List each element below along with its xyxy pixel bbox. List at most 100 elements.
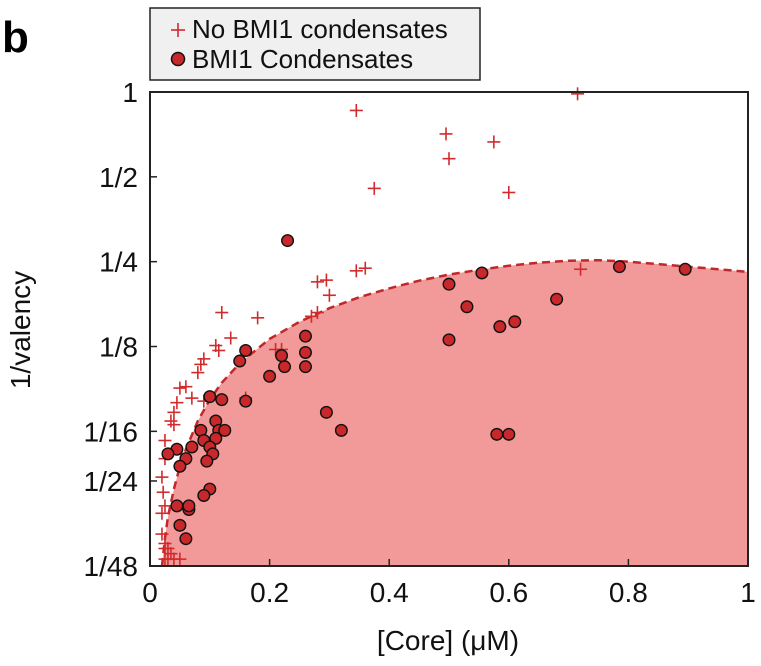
- x-tick-label: 1: [740, 577, 756, 608]
- plus-point: [179, 380, 193, 394]
- circle-point: [493, 320, 507, 334]
- panel-label: b: [2, 13, 29, 62]
- circle-point: [179, 532, 193, 546]
- legend-label-condensates: BMI1 Condensates: [192, 44, 413, 74]
- plus-point: [487, 135, 501, 149]
- plus-point: [358, 261, 372, 275]
- circle-point: [678, 262, 692, 276]
- x-axis-label: [Core] (μM): [377, 625, 519, 656]
- plot-frame: [149, 91, 749, 567]
- y-tick-label: 1: [122, 77, 138, 108]
- plus-point: [164, 414, 178, 428]
- circle-point: [442, 333, 456, 347]
- legend: No BMI1 condensates BMI1 Condensates: [149, 7, 481, 81]
- y-tick-label: 1/2: [99, 162, 138, 193]
- circle-point: [460, 300, 474, 314]
- x-tick-label: 0.8: [609, 577, 648, 608]
- circle-point: [239, 343, 253, 357]
- circle-point: [550, 292, 564, 306]
- circle-point: [298, 360, 312, 374]
- plus-point: [194, 357, 208, 371]
- plus-point: [442, 152, 456, 166]
- plus-point: [173, 552, 187, 566]
- plus-point: [155, 470, 169, 484]
- y-axis-label: 1/valency: [5, 271, 36, 389]
- plus-point: [310, 275, 324, 289]
- plus-point: [439, 127, 453, 141]
- circle-point: [334, 423, 348, 437]
- legend-plus-point: [171, 23, 185, 37]
- plus-point: [502, 185, 516, 199]
- circle-point: [298, 346, 312, 360]
- circle-point: [197, 489, 211, 503]
- circle-point: [275, 349, 289, 363]
- x-axis-ticks: 0 0.2 0.4 0.6 0.8 1: [142, 559, 756, 608]
- legend-plus-marker: [171, 23, 185, 37]
- plus-point: [155, 527, 169, 541]
- condensate-region: [162, 260, 748, 566]
- circle-point: [475, 266, 489, 280]
- plus-point: [251, 311, 265, 325]
- legend-box: [149, 7, 481, 81]
- y-tick-label: 1/16: [84, 416, 139, 447]
- plus-point: [155, 506, 169, 520]
- y-tick-label: 1/4: [99, 247, 138, 278]
- circle-point: [173, 459, 187, 473]
- plus-point: [164, 547, 178, 561]
- plus-point: [574, 262, 588, 276]
- plus-point: [156, 485, 170, 499]
- circle-point: [508, 315, 522, 329]
- y-tick-label: 1/24: [84, 466, 139, 497]
- plus-point: [349, 264, 363, 278]
- plus-point: [197, 352, 211, 366]
- circle-point: [281, 234, 295, 248]
- plus-point: [167, 418, 181, 432]
- y-tick-label: 1/48: [84, 551, 139, 582]
- circle-point: [612, 260, 626, 274]
- plus-point: [367, 181, 381, 195]
- plus-point: [158, 433, 172, 447]
- plus-point: [158, 499, 172, 513]
- plus-point: [224, 331, 238, 345]
- circle-point: [239, 394, 253, 408]
- circle-point: [185, 440, 199, 454]
- circle-point: [278, 360, 292, 374]
- condensates-points: [161, 234, 692, 546]
- plus-point: [571, 87, 585, 101]
- plus-point: [349, 103, 363, 117]
- x-tick-label: 0.4: [370, 577, 409, 608]
- x-tick-label: 0.2: [250, 577, 289, 608]
- circle-point: [319, 405, 333, 419]
- plot-area: [149, 87, 749, 567]
- x-tick-label: 0: [142, 577, 158, 608]
- circle-point: [218, 423, 232, 437]
- plus-point: [191, 366, 205, 380]
- circle-point: [263, 369, 277, 383]
- legend-label-no-condensates: No BMI1 condensates: [192, 14, 448, 44]
- circle-point: [298, 329, 312, 343]
- plus-point: [215, 306, 229, 320]
- plus-point: [167, 405, 181, 419]
- circle-point: [490, 427, 504, 441]
- circle-point: [182, 499, 196, 513]
- legend-circle-marker: [170, 51, 186, 67]
- circle-point: [442, 277, 456, 291]
- x-tick-label: 0.6: [489, 577, 528, 608]
- plus-point: [310, 306, 324, 320]
- circle-point: [173, 518, 187, 532]
- circle-point: [200, 454, 214, 468]
- circle-point: [502, 427, 516, 441]
- circle-point: [170, 499, 184, 513]
- circle-point: [203, 390, 217, 404]
- circle-point: [233, 354, 247, 368]
- plus-point: [173, 381, 187, 395]
- plus-point: [319, 273, 333, 287]
- plus-point: [170, 396, 184, 410]
- y-tick-label: 1/8: [99, 332, 138, 363]
- y-axis-ticks: 1 1/2 1/4 1/8 1/16 1/24 1/48: [84, 77, 157, 582]
- plus-point: [185, 391, 199, 405]
- plus-point: [212, 343, 226, 357]
- circle-point: [215, 393, 229, 407]
- circle-point: [161, 447, 175, 461]
